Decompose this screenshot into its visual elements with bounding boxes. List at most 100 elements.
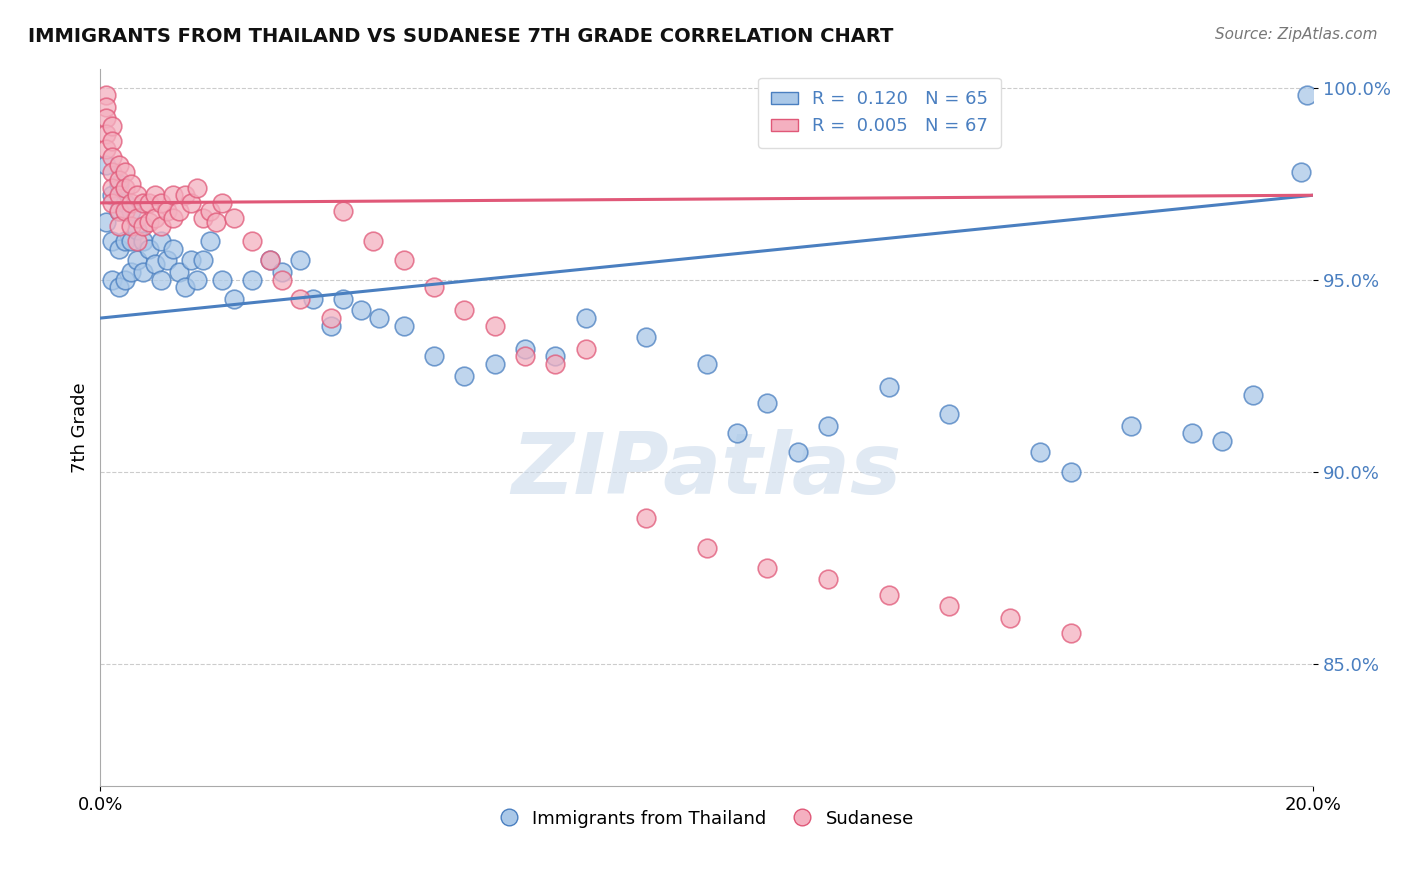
Text: ZIPatlas: ZIPatlas (512, 429, 901, 512)
Point (143, 211, 166, 226)
Point (211, 195, 233, 210)
Point (544, 350, 567, 364)
Point (725, 426, 748, 441)
Point (132, 235, 155, 249)
Point (1029, 445, 1052, 459)
Point (817, 418, 839, 433)
Point (96, 157, 118, 171)
Point (319, 311, 342, 326)
Point (423, 280, 446, 294)
Point (114, 165, 136, 179)
Point (96, 127, 118, 141)
Point (114, 235, 136, 249)
Point (156, 253, 179, 268)
Point (392, 318, 415, 333)
Point (513, 350, 536, 364)
Point (101, 195, 124, 210)
Point (271, 273, 294, 287)
Y-axis label: 7th Grade: 7th Grade (72, 382, 89, 473)
Point (125, 235, 148, 249)
Point (211, 273, 233, 287)
Point (186, 273, 208, 287)
Point (180, 195, 202, 210)
Point (132, 195, 155, 210)
Point (877, 587, 900, 601)
Point (423, 350, 446, 364)
Point (574, 311, 596, 326)
Point (120, 219, 142, 233)
Point (107, 173, 129, 187)
Point (513, 342, 536, 356)
Point (96, 112, 118, 126)
Point (174, 280, 197, 294)
Point (786, 445, 808, 459)
Point (938, 599, 960, 613)
Point (222, 211, 245, 226)
Point (453, 303, 475, 318)
Point (150, 273, 173, 287)
Point (484, 318, 506, 333)
Point (96, 100, 118, 114)
Point (125, 211, 148, 226)
Point (271, 265, 294, 279)
Point (817, 572, 839, 586)
Point (193, 253, 215, 268)
Point (332, 292, 354, 306)
Point (696, 357, 718, 371)
Point (696, 541, 718, 556)
Point (114, 180, 136, 194)
Point (1289, 165, 1312, 179)
Point (107, 280, 129, 294)
Point (107, 203, 129, 218)
Point (107, 242, 129, 256)
Point (938, 407, 960, 421)
Point (101, 235, 124, 249)
Point (101, 135, 124, 149)
Point (167, 203, 190, 218)
Point (290, 292, 312, 306)
Point (120, 235, 142, 249)
Point (186, 180, 208, 194)
Point (240, 235, 263, 249)
Point (101, 188, 124, 202)
Point (150, 219, 173, 233)
Point (361, 235, 384, 249)
Point (574, 342, 596, 356)
Point (1181, 426, 1204, 441)
Point (96, 215, 118, 229)
Point (120, 177, 142, 191)
Point (756, 560, 779, 574)
Point (107, 203, 129, 218)
Point (332, 203, 354, 218)
Point (120, 265, 142, 279)
Point (1060, 465, 1083, 479)
Point (138, 242, 160, 256)
Legend: Immigrants from Thailand, Sudanese: Immigrants from Thailand, Sudanese (492, 803, 921, 835)
Point (96, 142, 118, 156)
Point (107, 157, 129, 171)
Point (204, 215, 226, 229)
Point (101, 119, 124, 133)
Point (101, 165, 124, 179)
Point (350, 303, 373, 318)
Point (120, 203, 142, 218)
Point (143, 188, 166, 202)
Point (222, 292, 245, 306)
Point (138, 195, 160, 210)
Point (998, 610, 1021, 624)
Point (368, 311, 391, 326)
Point (240, 273, 263, 287)
Point (453, 368, 475, 383)
Point (259, 253, 281, 268)
Point (756, 395, 779, 409)
Point (114, 203, 136, 218)
Point (636, 510, 658, 524)
Point (636, 330, 658, 344)
Point (484, 357, 506, 371)
Point (162, 242, 184, 256)
Point (319, 318, 342, 333)
Point (114, 273, 136, 287)
Point (125, 223, 148, 237)
Point (174, 188, 197, 202)
Point (1121, 418, 1143, 433)
